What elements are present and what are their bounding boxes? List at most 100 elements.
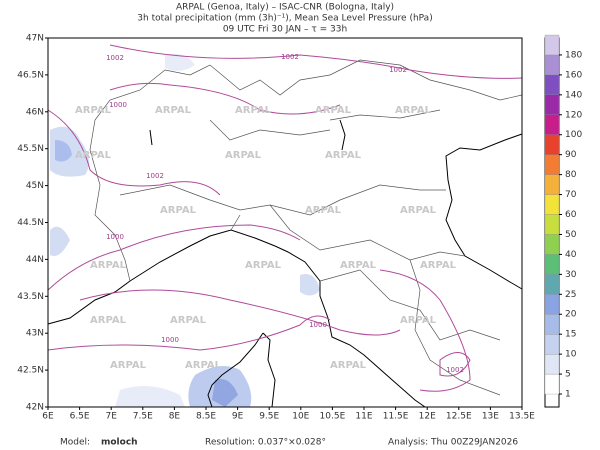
- watermark: ARPAL: [90, 260, 127, 271]
- footer-resolution: Resolution: 0.037°×0.028°: [205, 438, 326, 448]
- colorbar-label: 180: [565, 50, 582, 60]
- colorbar-label: 120: [565, 110, 582, 120]
- watermark: ARPAL: [245, 260, 282, 271]
- lat-tick-label: 46N: [26, 107, 44, 117]
- lat-tick-label: 42N: [26, 403, 44, 413]
- lon-tick-label: 9E: [232, 412, 244, 422]
- footer-model: moloch: [101, 438, 138, 448]
- lon-tick-label: 10.5E: [320, 412, 346, 422]
- colorbar-swatch: [544, 334, 560, 355]
- lon-tick-label: 11.5E: [383, 412, 409, 422]
- watermark: ARPAL: [90, 315, 127, 326]
- colorbar-label: 5: [565, 370, 571, 380]
- watermark: ARPAL: [170, 315, 207, 326]
- colorbar-label: 100: [565, 130, 582, 140]
- colorbar-swatch: [544, 194, 560, 215]
- coastlines: [47, 119, 523, 408]
- isobar-label: 1002: [146, 172, 164, 180]
- colorbar-swatch: [544, 54, 560, 76]
- watermark: ARPAL: [340, 260, 377, 271]
- lat-tick-label: 45N: [26, 181, 44, 191]
- colorbar-swatch: [544, 234, 560, 255]
- colorbar-label: 20: [565, 310, 577, 320]
- watermark: ARPAL: [400, 205, 437, 216]
- header-line: ARPAL (Genoa, Italy) – ISAC-CNR (Bologna…: [176, 3, 394, 13]
- colorbar-swatch: [544, 74, 560, 95]
- colorbar-swatch: [544, 154, 560, 175]
- precip-areas: [50, 53, 320, 407]
- lat-tick-label: 47N: [26, 34, 44, 44]
- watermark: ARPAL: [225, 150, 262, 161]
- colorbar-swatch: [544, 294, 560, 315]
- lon-tick-label: 12E: [419, 412, 436, 422]
- isobars: [47, 44, 523, 392]
- colorbar-swatch: [544, 254, 560, 275]
- colorbar-label: 160: [565, 70, 582, 80]
- watermark: ARPAL: [420, 260, 457, 271]
- lat-tick-label: 44N: [26, 255, 44, 265]
- colorbar-swatch: [544, 274, 560, 295]
- colorbar-label: 15: [565, 330, 576, 340]
- borders: [89, 59, 523, 396]
- lon-tick-label: 7E: [105, 412, 117, 422]
- colorbar-swatch: [544, 34, 560, 56]
- lon-tick-label: 8E: [169, 412, 181, 422]
- header-line: 09 UTC Fri 30 JAN – τ = 33h: [223, 25, 347, 35]
- isobar-label: 1002: [389, 66, 407, 74]
- colorbar-label: 10: [565, 350, 577, 360]
- watermark: ARPAL: [75, 105, 112, 116]
- colorbar-swatch: [544, 314, 560, 335]
- colorbar-label: 90: [565, 150, 577, 160]
- colorbar-label: 1: [565, 390, 571, 400]
- watermark: ARPAL: [330, 360, 367, 371]
- lon-tick-label: 6E: [42, 412, 54, 422]
- isobar-label: 1000: [106, 233, 124, 241]
- colorbar-label: 30: [565, 270, 577, 280]
- isobar-label: 1002: [106, 54, 124, 62]
- isobar-label: 1000: [161, 336, 179, 344]
- watermark: ARPAL: [185, 360, 222, 371]
- map-background: [48, 38, 522, 407]
- header-line: 3h total precipitation (mm (3h)⁻¹), Mean…: [137, 14, 432, 24]
- isobar-label: 1002: [281, 53, 299, 61]
- colorbar-swatch: [544, 353, 560, 375]
- map: [47, 37, 523, 408]
- lon-tick-label: 13E: [482, 412, 499, 422]
- footer-model-label: Model:: [60, 438, 90, 448]
- lon-tick-label: 10E: [292, 412, 309, 422]
- colorbar-swatch: [544, 214, 560, 235]
- colorbar-label: 25: [565, 290, 576, 300]
- lat-tick-label: 43.5N: [17, 292, 44, 302]
- lat-tick-label: 43N: [26, 329, 44, 339]
- isobar-label: 1000: [309, 321, 327, 329]
- lon-tick-label: 13.5E: [509, 412, 535, 422]
- watermark: ARPAL: [400, 315, 437, 326]
- watermark: ARPAL: [110, 360, 147, 371]
- watermark: ARPAL: [325, 150, 362, 161]
- isobar-label: 1000: [109, 101, 127, 109]
- watermark: ARPAL: [315, 105, 352, 116]
- colorbar-label: 50: [565, 230, 577, 240]
- lon-tick-label: 6.5E: [70, 412, 90, 422]
- watermark: ARPAL: [155, 105, 192, 116]
- colorbar-label: 40: [565, 250, 577, 260]
- lon-tick-label: 8.5E: [196, 412, 216, 422]
- colorbar-swatch: [544, 114, 560, 135]
- lon-tick-label: 7.5E: [133, 412, 153, 422]
- colorbar-swatch: [544, 373, 560, 395]
- watermark: ARPAL: [160, 205, 197, 216]
- lat-tick-label: 42.5N: [17, 366, 44, 376]
- isobar-label: 1002: [446, 366, 464, 374]
- watermark: ARPAL: [75, 150, 112, 161]
- lon-tick-label: 9.5E: [259, 412, 279, 422]
- lon-tick-label: 11E: [355, 412, 372, 422]
- watermark: ARPAL: [235, 105, 272, 116]
- watermark: ARPAL: [395, 105, 432, 116]
- colorbar-label: 60: [565, 210, 577, 220]
- lat-tick-label: 46.5N: [17, 70, 44, 80]
- colorbar-label: 70: [565, 190, 577, 200]
- lon-tick-label: 12.5E: [446, 412, 472, 422]
- lat-tick-label: 44.5N: [17, 218, 44, 228]
